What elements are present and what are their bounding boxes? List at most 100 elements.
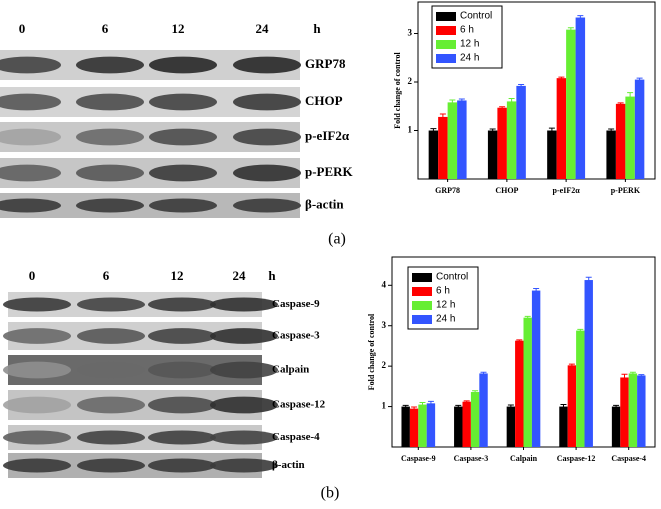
lane-label: 24 (233, 268, 247, 283)
error-bar (638, 374, 645, 377)
blot-band (77, 297, 145, 312)
error-bar (411, 406, 418, 411)
legend-label: 24 h (460, 53, 479, 64)
error-bar (508, 98, 515, 105)
y-tick-label: 1 (382, 401, 387, 411)
bar (438, 116, 448, 179)
y-tick-label: 3 (382, 320, 387, 330)
plot-frame (417, 1, 656, 180)
bar (575, 17, 586, 180)
error-bar (627, 92, 634, 101)
error-bar (568, 363, 575, 368)
bar (566, 29, 576, 179)
blot-band (233, 164, 301, 182)
legend-label: Control (436, 272, 468, 283)
bar (625, 96, 635, 179)
x-tick-label: Caspase-3 (454, 454, 489, 463)
blot-band (0, 164, 61, 182)
legend-label: 6 h (436, 286, 450, 297)
legend-label: 12 h (436, 300, 455, 311)
bar (567, 365, 577, 447)
bar (523, 317, 532, 447)
blot-band (76, 93, 144, 111)
bar (409, 408, 419, 447)
bar (418, 404, 427, 447)
blot-band (148, 297, 216, 312)
blot-band (77, 396, 145, 414)
bar (487, 130, 498, 179)
blot-band (210, 430, 278, 445)
lane-label: 0 (29, 268, 36, 283)
error-bar (636, 77, 643, 82)
x-tick-label: Caspase-12 (557, 454, 596, 463)
error-bar (585, 276, 592, 284)
legend-swatch (412, 315, 432, 324)
y-tick-label: 2 (382, 360, 387, 370)
blot-band (233, 93, 301, 111)
x-tick-label: CHOP (495, 186, 518, 195)
blot-band (233, 128, 301, 146)
bar (637, 375, 646, 447)
blot-row-label: CHOP (305, 93, 343, 108)
blot-band (76, 128, 144, 146)
error-bar (629, 371, 636, 376)
blot-row-label: p-eIF2α (305, 128, 350, 143)
blot-band (76, 198, 144, 213)
bar (634, 79, 645, 179)
error-bar (439, 113, 446, 121)
blot-row-label: β-actin (272, 459, 305, 471)
bar (615, 103, 626, 179)
error-bar (577, 328, 584, 333)
blot-band (3, 328, 71, 344)
error-bar (617, 102, 624, 106)
bar (606, 130, 616, 179)
blot-band (149, 198, 217, 213)
lane-label: 12 (171, 268, 184, 283)
blot-band (0, 128, 61, 146)
blot-band (210, 458, 278, 473)
bar (457, 100, 467, 179)
blot-band (0, 198, 61, 213)
bar (547, 130, 557, 179)
blot-band (0, 93, 61, 111)
x-tick-label: p-eIF2α (553, 186, 581, 195)
legend-swatch (436, 54, 456, 63)
blot-band (3, 458, 71, 473)
lane-label: 12 (172, 21, 185, 36)
blot-band (149, 128, 217, 146)
bar (428, 130, 439, 179)
blot-row-label: Caspase-9 (272, 298, 320, 310)
blot-band (148, 396, 216, 414)
legend-swatch (412, 287, 432, 296)
blot-band (148, 361, 216, 379)
blot-band (210, 361, 278, 379)
x-tick-label: Caspase-9 (401, 454, 436, 463)
error-bar (608, 128, 615, 133)
blot-row-label: Caspase-12 (272, 399, 326, 411)
error-bar (402, 404, 409, 409)
bar (497, 107, 507, 179)
x-tick-label: p-PERK (611, 186, 641, 195)
error-bar (577, 15, 584, 20)
blot-band (0, 56, 61, 74)
legend-label: Control (460, 11, 492, 22)
legend-label: 6 h (460, 25, 474, 36)
blot-band (210, 297, 278, 312)
legend-swatch (412, 301, 432, 310)
bar (470, 392, 480, 447)
blot-band (3, 396, 71, 414)
bar (506, 406, 516, 447)
error-bar (516, 339, 523, 342)
bar (462, 401, 471, 447)
blot-band (148, 458, 216, 473)
error-bar (567, 27, 574, 33)
bar (454, 406, 463, 447)
blot-band (149, 93, 217, 111)
bar (506, 101, 517, 179)
legend-label: 24 h (436, 314, 455, 325)
y-axis-label: Fold change of control (367, 313, 376, 390)
x-tick-label: GRP78 (435, 186, 460, 195)
blot-band (210, 396, 278, 414)
bar (628, 373, 638, 447)
legend-swatch (436, 40, 456, 49)
